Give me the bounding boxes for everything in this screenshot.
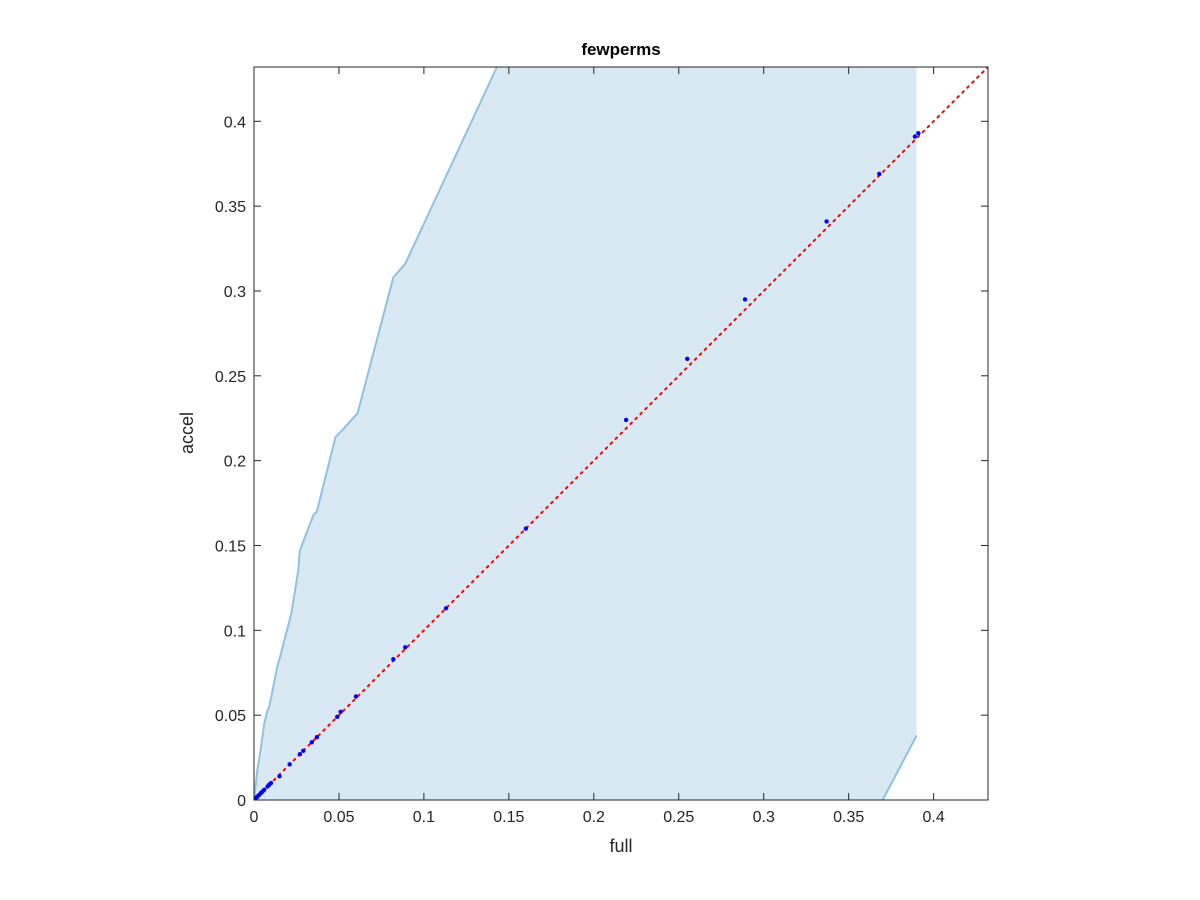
axis-ticks: [253, 67, 988, 801]
data-point: [287, 762, 292, 767]
identity-line: [254, 67, 988, 800]
identity-line-group: [254, 67, 988, 800]
y-tick-label: 0.35: [215, 199, 246, 216]
y-tick-label: 0.05: [215, 708, 246, 725]
data-point: [443, 606, 449, 611]
data-point: [309, 740, 314, 745]
band-upper-edge: [254, 67, 498, 800]
x-tick-label: 0.15: [493, 809, 524, 826]
x-tick-label: 0.3: [753, 809, 775, 826]
x-tick-label: 0: [250, 809, 259, 826]
x-tick-label: 0.1: [413, 809, 435, 826]
data-point: [314, 735, 320, 740]
y-tick-label: 0.2: [224, 454, 246, 471]
data-point: [824, 219, 829, 224]
data-point: [403, 645, 408, 650]
data-point: [742, 297, 748, 302]
x-tick-label: 0.2: [583, 809, 605, 826]
plot-frame: [253, 66, 989, 801]
data-point: [623, 417, 629, 423]
data-point: [261, 787, 267, 793]
data-point: [912, 134, 918, 139]
data-point: [338, 709, 343, 714]
data-points: [254, 130, 921, 800]
chart-title: fewperms: [581, 40, 660, 59]
y-tick-label: 0.15: [215, 538, 246, 555]
data-point: [523, 526, 529, 531]
x-tick-label: 0.4: [923, 809, 945, 826]
data-point: [391, 656, 396, 662]
data-point: [877, 171, 882, 177]
band-fill: [254, 67, 917, 800]
data-point: [685, 356, 690, 362]
x-tick-label: 0.35: [833, 809, 864, 826]
y-axis-label: accel: [177, 412, 197, 454]
x-tick-label: 0.05: [323, 809, 354, 826]
x-axis-label: full: [609, 836, 632, 856]
data-point: [277, 774, 282, 779]
band-lower-edge: [881, 735, 918, 800]
y-tick-label: 0.1: [224, 623, 246, 640]
data-point: [353, 694, 359, 699]
data-point: [916, 130, 921, 136]
data-point: [301, 748, 306, 753]
x-tick-label: 0.25: [663, 809, 694, 826]
x-tick-labels: 0 0.05 0.1 0.15 0.2 0.25 0.3 0.35 0.4: [250, 809, 945, 826]
confidence-band: [254, 67, 918, 800]
data-point: [335, 714, 340, 720]
data-point: [297, 751, 303, 757]
y-tick-label: 0.4: [224, 114, 246, 131]
data-point: [268, 780, 274, 786]
y-tick-labels: 0 0.05 0.1 0.15 0.2 0.25 0.3 0.35 0.4: [215, 114, 246, 810]
y-tick-label: 0.25: [215, 369, 246, 386]
y-tick-label: 0.3: [224, 284, 246, 301]
y-tick-label: 0: [237, 793, 246, 810]
